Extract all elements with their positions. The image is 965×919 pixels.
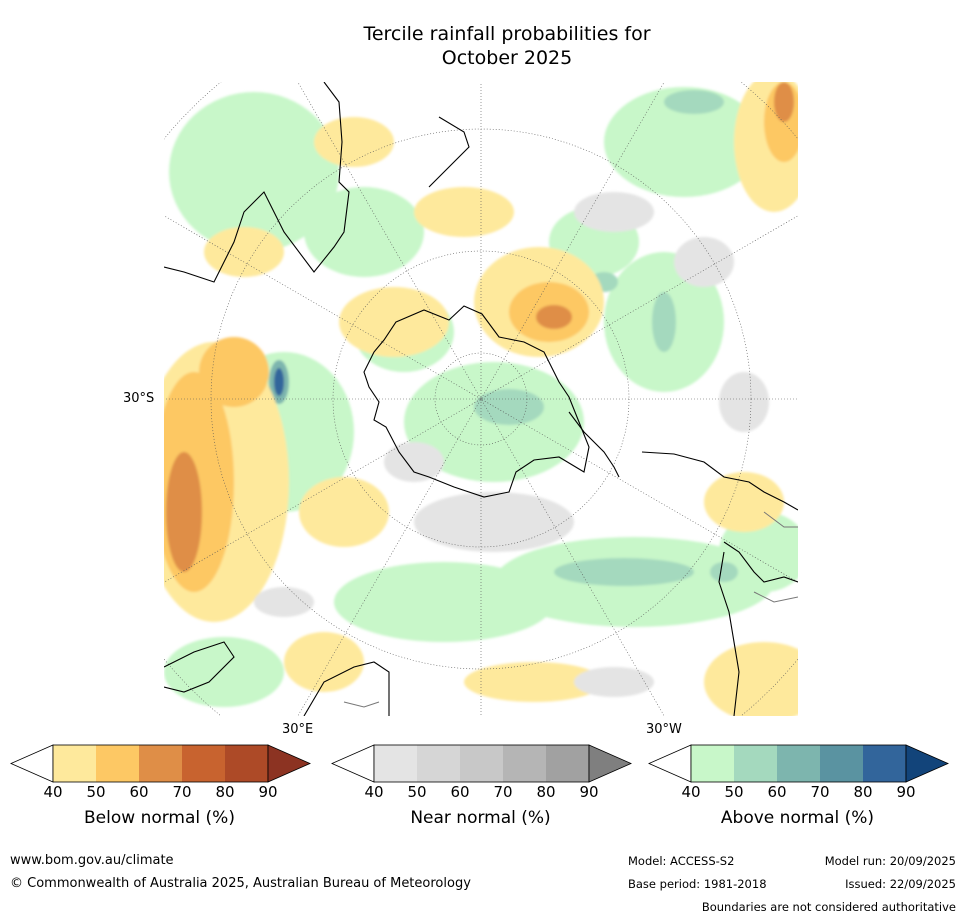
colorbar-segment	[417, 745, 460, 782]
colorbar-tick-label: 40	[43, 783, 63, 801]
colorbar-segment	[691, 745, 734, 782]
colorbar-2	[331, 744, 632, 783]
colorbar-tick-label: 50	[724, 783, 744, 801]
colorbar-tick-label: 40	[364, 783, 384, 801]
map-svg	[164, 82, 798, 716]
colorbar-segment	[53, 745, 96, 782]
colorbar-segment	[460, 745, 503, 782]
peninsula-coast	[568, 411, 620, 478]
map-title: Tercile rainfall probabilities for Octob…	[0, 22, 965, 70]
south-america-coast-2	[723, 541, 798, 583]
colorbar-3	[648, 744, 949, 783]
title-line-1: Tercile rainfall probabilities for	[363, 23, 651, 45]
probability-field	[164, 82, 798, 716]
colorbar-low-extension	[331, 744, 375, 783]
footer-copyright: © Commonwealth of Australia 2025, Austra…	[10, 876, 471, 891]
colorbar-segment	[777, 745, 820, 782]
colorbar-segment	[863, 745, 906, 782]
colorbar-segment	[820, 745, 863, 782]
colorbar-tick-label: 80	[853, 783, 873, 801]
colorbar-tick-label: 50	[407, 783, 427, 801]
colorbar-title: Near normal (%)	[410, 808, 551, 828]
colorbar-high-extension	[905, 744, 949, 783]
footer-disclaimer: Boundaries are not considered authoritat…	[701, 900, 956, 914]
title-line-2: October 2025	[441, 47, 573, 69]
colorbar-tick-label: 90	[579, 783, 599, 801]
footer-base-period: Base period: 1981-2018	[628, 877, 767, 891]
footer-model-run: Model run: 20/09/2025	[824, 854, 956, 868]
colorbar-tick-label: 60	[129, 783, 149, 801]
colorbar-low-extension	[10, 744, 54, 783]
colorbar-segment	[139, 745, 182, 782]
africa-coast	[164, 641, 235, 693]
footer-model: Model: ACCESS-S2	[628, 854, 735, 868]
colorbar-segment	[503, 745, 546, 782]
colorbar-high-extension	[267, 744, 311, 783]
colorbar-segment	[734, 745, 777, 782]
colorbar-low-extension	[648, 744, 692, 783]
colorbar-title: Below normal (%)	[84, 808, 235, 828]
colorbar-1	[10, 744, 311, 783]
australia-coast	[164, 82, 350, 283]
graticule	[164, 82, 798, 716]
colorbar-segment	[182, 745, 225, 782]
footer-url[interactable]: www.bom.gov.au/climate	[10, 853, 174, 868]
colorbar-tick-label: 90	[258, 783, 278, 801]
colorbar-tick-label: 80	[536, 783, 556, 801]
colorbar-segment	[96, 745, 139, 782]
africa-coast-2	[303, 661, 390, 716]
colorbar-tick-label: 90	[896, 783, 916, 801]
footer-issued: Issued: 22/09/2025	[845, 877, 956, 891]
colorbar-tick-label: 50	[86, 783, 106, 801]
colorbar-tick-label: 40	[681, 783, 701, 801]
polar-map	[164, 82, 798, 716]
colorbar-tick-label: 60	[767, 783, 787, 801]
antarctica-coast	[363, 305, 590, 498]
boundaries	[343, 511, 798, 708]
lon-label-30w: 30°W	[646, 722, 682, 737]
colorbar-segment	[546, 745, 589, 782]
nz-coast	[428, 116, 470, 188]
colorbar-tick-label: 70	[493, 783, 513, 801]
coastlines	[164, 82, 798, 716]
lat-label-30s: 30°S	[123, 391, 155, 406]
lon-label-30e: 30°E	[282, 722, 314, 737]
colorbar-segment	[374, 745, 417, 782]
colorbar-tick-label: 60	[450, 783, 470, 801]
colorbar-tick-label: 70	[172, 783, 192, 801]
colorbar-tick-label: 80	[215, 783, 235, 801]
colorbar-high-extension	[588, 744, 632, 783]
colorbar-tick-label: 70	[810, 783, 830, 801]
colorbar-title: Above normal (%)	[720, 808, 875, 828]
colorbar-segment	[225, 745, 268, 782]
south-america-coast	[641, 451, 798, 511]
south-america-coast-3	[718, 551, 740, 716]
